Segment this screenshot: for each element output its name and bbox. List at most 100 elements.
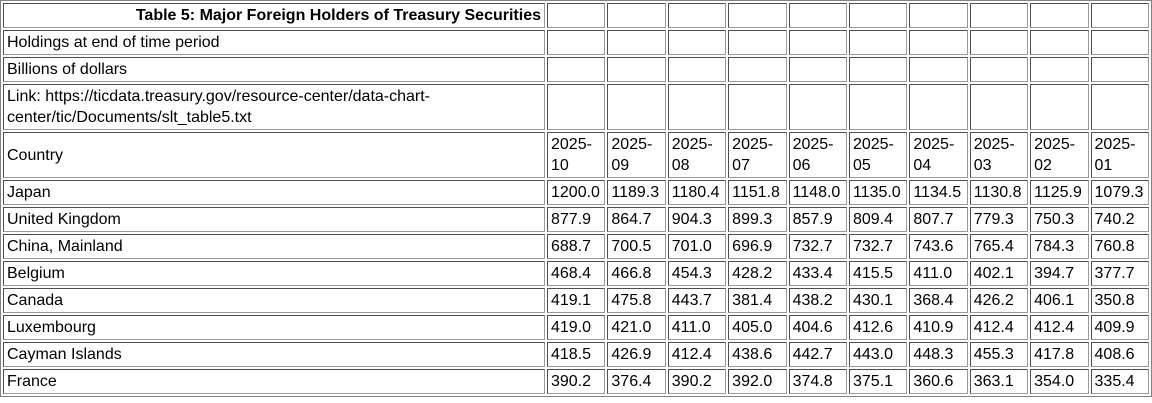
value-cell: 475.8 <box>607 288 666 313</box>
empty-cell <box>547 3 606 28</box>
value-cell: 354.0 <box>1030 369 1089 394</box>
empty-cell <box>728 30 787 55</box>
empty-cell <box>607 3 666 28</box>
value-cell: 390.2 <box>547 369 606 394</box>
value-cell: 406.1 <box>1030 288 1089 313</box>
country-cell: France <box>3 369 545 394</box>
empty-cell <box>848 3 908 28</box>
country-cell: Belgium <box>3 261 545 286</box>
value-cell: 732.7 <box>788 234 847 259</box>
value-cell: 415.5 <box>848 261 908 286</box>
empty-cell <box>607 57 666 82</box>
value-cell: 405.0 <box>728 315 787 340</box>
value-cell: 421.0 <box>607 315 666 340</box>
value-cell: 335.4 <box>1090 369 1149 394</box>
value-cell: 899.3 <box>728 207 787 232</box>
value-cell: 701.0 <box>667 234 727 259</box>
value-cell: 360.6 <box>909 369 968 394</box>
units-note: Billions of dollars <box>3 57 545 82</box>
value-cell: 696.9 <box>728 234 787 259</box>
value-cell: 466.8 <box>607 261 666 286</box>
country-data-row: Luxembourg 419.0 421.0 411.0 405.0 404.6 412.6… <box>3 315 1149 340</box>
empty-cell <box>909 57 968 82</box>
empty-cell <box>667 57 727 82</box>
empty-cell <box>848 30 908 55</box>
country-data-row: Belgium 468.4 466.8 454.3 428.2 433.4 415.5 411… <box>3 261 1149 286</box>
country-data-row: Cayman Islands 418.5 426.9 412.4 438.6 442.7 4… <box>3 342 1149 367</box>
country-data-row: Canada 419.1 475.8 443.7 381.4 438.2 430.1 368.… <box>3 288 1149 313</box>
value-cell: 417.8 <box>1030 342 1089 367</box>
empty-cell <box>1090 84 1149 130</box>
value-cell: 390.2 <box>667 369 727 394</box>
value-cell: 1079.3 <box>1090 180 1149 205</box>
value-cell: 448.3 <box>909 342 968 367</box>
value-cell: 438.2 <box>788 288 847 313</box>
empty-cell <box>788 3 847 28</box>
value-cell: 765.4 <box>969 234 1029 259</box>
value-cell: 402.1 <box>969 261 1029 286</box>
empty-cell <box>667 84 727 130</box>
value-cell: 877.9 <box>547 207 606 232</box>
empty-cell <box>607 84 666 130</box>
value-cell: 443.0 <box>848 342 908 367</box>
header-country-cell: Country <box>3 132 545 178</box>
value-cell: 368.4 <box>909 288 968 313</box>
value-cell: 411.0 <box>667 315 727 340</box>
value-cell: 412.6 <box>848 315 908 340</box>
empty-cell <box>1090 57 1149 82</box>
empty-cell <box>667 3 727 28</box>
empty-cell <box>547 30 606 55</box>
value-cell: 807.7 <box>909 207 968 232</box>
units-note-row: Billions of dollars <box>3 57 1149 82</box>
value-cell: 374.8 <box>788 369 847 394</box>
empty-cell <box>788 30 847 55</box>
empty-cell <box>728 84 787 130</box>
header-period-cell: 2025-04 <box>909 132 968 178</box>
value-cell: 412.4 <box>667 342 727 367</box>
value-cell: 732.7 <box>848 234 908 259</box>
country-cell: Luxembourg <box>3 315 545 340</box>
value-cell: 426.9 <box>607 342 666 367</box>
value-cell: 904.3 <box>667 207 727 232</box>
empty-cell <box>1030 3 1089 28</box>
value-cell: 412.4 <box>1030 315 1089 340</box>
value-cell: 419.0 <box>547 315 606 340</box>
value-cell: 1135.0 <box>848 180 908 205</box>
value-cell: 454.3 <box>667 261 727 286</box>
empty-cell <box>788 57 847 82</box>
empty-cell <box>667 30 727 55</box>
value-cell: 779.3 <box>969 207 1029 232</box>
value-cell: 1151.8 <box>728 180 787 205</box>
country-data-row: France 390.2 376.4 390.2 392.0 374.8 375.1 360.… <box>3 369 1149 394</box>
link-row: Link: https://ticdata.treasury.gov/resou… <box>3 84 1149 130</box>
country-cell: China, Mainland <box>3 234 545 259</box>
empty-cell <box>1030 30 1089 55</box>
value-cell: 442.7 <box>788 342 847 367</box>
value-cell: 443.7 <box>667 288 727 313</box>
country-cell: Canada <box>3 288 545 313</box>
value-cell: 404.6 <box>788 315 847 340</box>
empty-cell <box>969 57 1029 82</box>
header-period-cell: 2025-07 <box>728 132 787 178</box>
value-cell: 784.3 <box>1030 234 1089 259</box>
value-cell: 412.4 <box>969 315 1029 340</box>
empty-cell <box>728 3 787 28</box>
header-period-cell: 2025-02 <box>1030 132 1089 178</box>
value-cell: 394.7 <box>1030 261 1089 286</box>
title-row: Table 5: Major Foreign Holders of Treasu… <box>3 3 1149 28</box>
value-cell: 433.4 <box>788 261 847 286</box>
value-cell: 1134.5 <box>909 180 968 205</box>
value-cell: 410.9 <box>909 315 968 340</box>
value-cell: 438.6 <box>728 342 787 367</box>
empty-cell <box>969 30 1029 55</box>
empty-cell <box>607 30 666 55</box>
value-cell: 740.2 <box>1090 207 1149 232</box>
value-cell: 455.3 <box>969 342 1029 367</box>
header-period-cell: 2025-05 <box>848 132 908 178</box>
empty-cell <box>1090 3 1149 28</box>
value-cell: 411.0 <box>909 261 968 286</box>
value-cell: 1130.8 <box>969 180 1029 205</box>
empty-cell <box>1030 84 1089 130</box>
value-cell: 392.0 <box>728 369 787 394</box>
